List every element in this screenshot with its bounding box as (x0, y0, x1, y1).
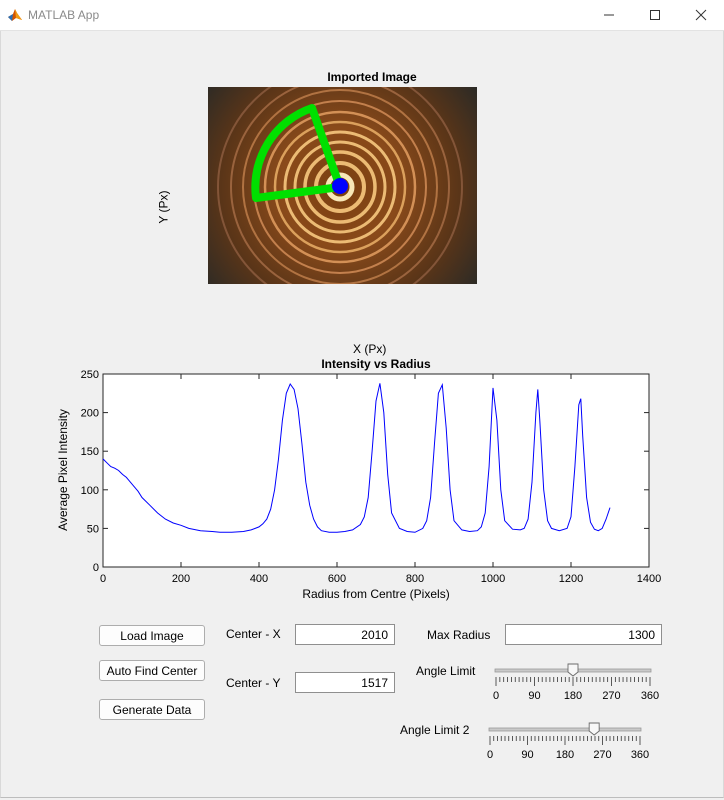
center-x-field[interactable] (295, 624, 395, 645)
minimize-button[interactable] (586, 0, 632, 30)
x-tick-label: 1200 (559, 573, 583, 585)
matlab-logo-icon (7, 7, 23, 23)
center-y-label: Center - Y (226, 676, 281, 690)
angle-limit-2-slider-track[interactable] (488, 727, 642, 732)
maximize-icon (650, 10, 660, 20)
angle-limit-label: Angle Limit (416, 664, 476, 678)
x-tick-label: 1000 (481, 573, 505, 585)
close-button[interactable] (678, 0, 724, 30)
image-axes-xlabel: X (Px) (353, 342, 387, 356)
y-tick-label: 150 (81, 446, 99, 458)
angle-limit-slider-tick-label: 180 (564, 690, 582, 702)
center-y-field[interactable] (295, 672, 395, 693)
y-tick-label: 100 (81, 485, 99, 497)
x-axis: 0 200 400 600 800 1000 1200 1400 (100, 374, 661, 585)
image-axes-ylabel: Y (Px) (156, 190, 171, 224)
angle-limit-2-slider-tick-label: 360 (631, 749, 649, 761)
intensity-chart[interactable]: 0 200 400 600 800 1000 1200 1400 0 50 100 150 200 25… (60, 365, 680, 590)
chart-xlabel: Radius from Centre (Pixels) (302, 587, 450, 601)
angle-limit-2-slider[interactable]: 0 90 180 270 360 (480, 719, 650, 763)
image-axes-title: Imported Image (327, 70, 417, 84)
angle-limit-slider-thumb[interactable] (567, 663, 579, 677)
angle-limit-slider-tick-label: 90 (528, 690, 540, 702)
angle-limit-2-slider-thumb[interactable] (588, 722, 600, 736)
x-tick-label: 400 (250, 573, 268, 585)
angle-limit-2-label: Angle Limit 2 (400, 723, 470, 737)
minimize-icon (604, 14, 614, 16)
x-tick-label: 800 (406, 573, 424, 585)
intensity-series-line (102, 382, 611, 533)
x-tick-label: 200 (172, 573, 190, 585)
generate-data-button[interactable]: Generate Data (99, 699, 205, 720)
imported-image[interactable] (208, 87, 477, 284)
y-tick-label: 200 (81, 408, 99, 420)
y-tick-label: 250 (81, 369, 99, 381)
x-tick-label: 600 (328, 573, 346, 585)
center-x-label: Center - X (226, 627, 281, 641)
angle-limit-2-slider-tick-label: 90 (521, 749, 533, 761)
x-tick-label: 1400 (637, 573, 661, 585)
title-bar: MATLAB App (0, 0, 724, 31)
maximize-button[interactable] (632, 0, 678, 30)
y-tick-label: 50 (87, 523, 99, 535)
close-icon (695, 9, 707, 21)
window-title: MATLAB App (28, 8, 100, 22)
angle-limit-slider-tick-label: 0 (493, 690, 499, 702)
y-axis: 0 50 100 150 200 250 (81, 369, 649, 574)
angle-limit-slider-tick-label: 270 (602, 690, 620, 702)
max-radius-field[interactable] (505, 624, 662, 645)
y-tick-label: 0 (93, 562, 99, 574)
max-radius-label: Max Radius (427, 628, 491, 642)
angle-limit-slider[interactable]: 0 90 180 270 360 (486, 660, 666, 704)
auto-find-center-button[interactable]: Auto Find Center (99, 660, 205, 681)
chart-title: Intensity vs Radius (321, 357, 431, 371)
load-image-button[interactable]: Load Image (99, 625, 205, 646)
angle-limit-slider-tick-label: 360 (641, 690, 659, 702)
angle-limit-2-slider-tick-label: 270 (593, 749, 611, 761)
angle-limit-2-slider-tick-label: 180 (556, 749, 574, 761)
angle-limit-2-slider-tick-label: 0 (487, 749, 493, 761)
x-tick-label: 0 (100, 573, 106, 585)
